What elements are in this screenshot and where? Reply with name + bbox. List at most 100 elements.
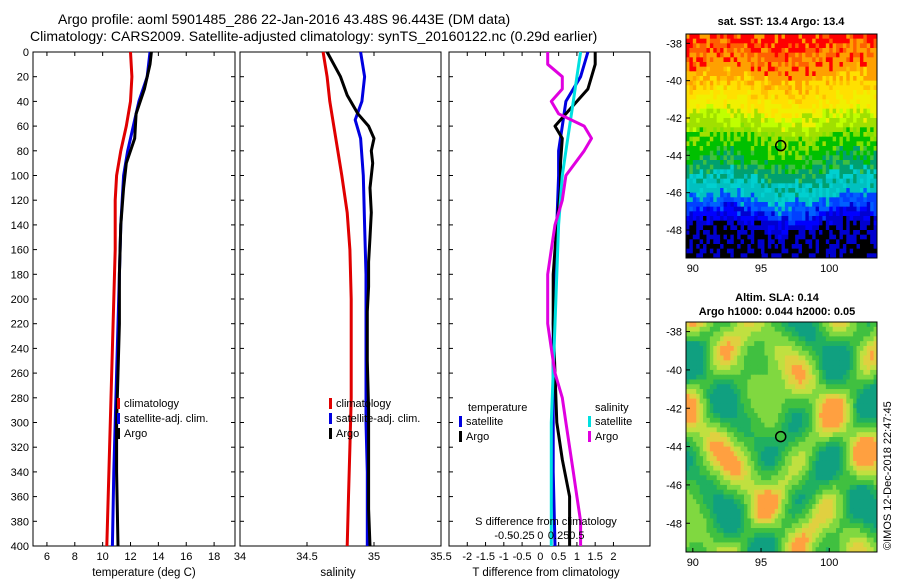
- sla-cell: [733, 374, 738, 380]
- sst-cell: [853, 234, 857, 240]
- sst-cell: [754, 76, 759, 82]
- sla-cell: [686, 345, 690, 352]
- sst-cell: [764, 225, 769, 231]
- sst-cell: [771, 62, 776, 68]
- sst-cell: [689, 48, 694, 54]
- sst-cell: [805, 99, 810, 105]
- sst-cell: [805, 141, 810, 147]
- sst-cell: [713, 108, 718, 114]
- sst-cell: [781, 99, 786, 105]
- sst-cell: [870, 211, 874, 217]
- sla-cell: [726, 484, 731, 491]
- sst-cell: [733, 188, 738, 194]
- sst-cell: [767, 169, 772, 175]
- sla-cell: [747, 322, 752, 328]
- sst-cell: [764, 85, 769, 91]
- sst-cell: [781, 164, 786, 170]
- sst-cell: [784, 113, 789, 119]
- sla-cell: [761, 336, 765, 342]
- sla-cell: [747, 384, 752, 390]
- sst-cell: [743, 80, 748, 86]
- sst-cell: [706, 160, 711, 166]
- sst-cell: [761, 244, 765, 250]
- sst-cell: [709, 169, 714, 175]
- sst-cell: [750, 216, 755, 222]
- sla-cell: [798, 389, 803, 395]
- sla-cell: [689, 489, 694, 495]
- depth-tick-label: 80: [17, 146, 29, 158]
- sst-cell: [743, 253, 748, 259]
- sst-cell: [771, 90, 776, 96]
- sst-cell: [842, 192, 847, 198]
- sst-cell: [764, 113, 769, 119]
- sla-cell: [795, 437, 799, 443]
- sst-cell: [730, 76, 735, 82]
- sla-cell: [829, 398, 834, 404]
- sla-cell: [801, 389, 806, 395]
- sla-cell: [730, 489, 735, 495]
- sla-cell: [750, 365, 755, 371]
- sla-cell: [870, 369, 874, 376]
- sst-cell: [767, 108, 772, 114]
- sla-cell: [713, 374, 718, 380]
- sst-cell: [716, 113, 721, 119]
- sst-cell: [866, 192, 871, 198]
- sla-cell: [866, 389, 871, 395]
- sst-cell: [849, 216, 854, 222]
- salinity-series-satellite-adj-clim-: [353, 51, 369, 546]
- sst-cell: [829, 160, 834, 166]
- sla-cell: [822, 360, 827, 366]
- sla-cell: [805, 355, 810, 361]
- sla-cell: [720, 437, 724, 443]
- sst-cell: [726, 244, 731, 250]
- sst-cell: [747, 230, 752, 236]
- sst-cell: [791, 90, 796, 96]
- sla-cell: [730, 456, 735, 462]
- sst-cell: [743, 108, 748, 114]
- sla-cell: [849, 460, 854, 467]
- sla-cell: [870, 441, 874, 447]
- sst-cell: [716, 248, 721, 254]
- sst-cell: [801, 206, 806, 212]
- sla-cell: [815, 465, 820, 471]
- sla-cell: [832, 437, 837, 443]
- sla-cell: [743, 489, 748, 495]
- sla-cell: [866, 456, 871, 462]
- sst-cell: [781, 160, 786, 166]
- sst-cell: [737, 197, 741, 203]
- sst-cell: [703, 94, 707, 100]
- sst-cell: [870, 52, 874, 58]
- sla-cell: [798, 441, 803, 447]
- sst-cell: [842, 248, 847, 254]
- sla-cell: [767, 480, 772, 486]
- difference-top-tick-label: 0.5: [569, 530, 584, 542]
- sla-cell: [829, 451, 834, 457]
- sst-cell: [774, 230, 779, 236]
- sst-cell: [819, 132, 823, 138]
- sst-cell: [754, 90, 759, 96]
- sla-cell: [808, 465, 813, 471]
- sst-cell: [784, 141, 789, 147]
- sla-cell: [723, 345, 728, 352]
- sst-cell: [829, 206, 834, 212]
- difference-xtick-label: -1.5: [476, 551, 495, 563]
- sst-cell: [713, 43, 718, 49]
- sst-cell: [696, 94, 701, 100]
- sla-cell: [822, 379, 827, 385]
- sla-cell: [716, 379, 721, 385]
- sst-cell: [870, 38, 874, 44]
- sst-cell: [859, 220, 864, 226]
- sst-cell: [740, 188, 745, 194]
- sst-cell: [740, 192, 745, 198]
- sla-cell: [774, 470, 779, 476]
- sst-cell: [692, 113, 697, 119]
- sst-cell: [716, 234, 721, 240]
- sla-cell: [856, 441, 861, 447]
- sla-cell: [778, 379, 782, 385]
- sla-cell: [778, 465, 782, 471]
- sst-cell: [808, 104, 813, 110]
- sla-cell: [740, 379, 745, 385]
- sla-cell: [873, 441, 878, 447]
- sst-cell: [836, 216, 840, 222]
- sst-cell: [859, 216, 864, 222]
